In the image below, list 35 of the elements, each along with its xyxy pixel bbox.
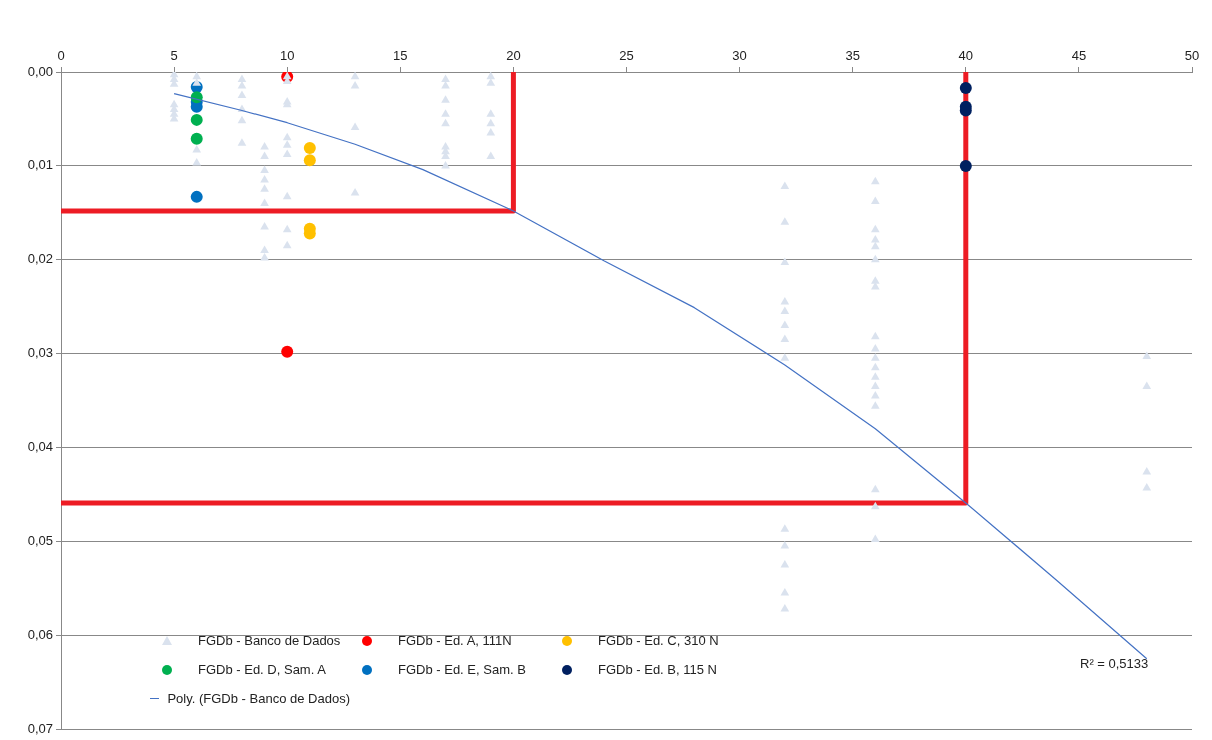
legend-label: FGDb - Ed. B, 115 N bbox=[598, 662, 717, 677]
y-tick-label: 0,05 bbox=[27, 533, 53, 549]
legend-label: FGDb - Banco de Dados bbox=[198, 633, 341, 648]
point bbox=[303, 142, 316, 155]
point bbox=[190, 190, 203, 203]
legend-label: Poly. (FGDb - Banco de Dados) bbox=[167, 691, 350, 706]
point bbox=[303, 154, 316, 167]
y-tick-label: 0,03 bbox=[27, 345, 53, 361]
y-tick-label: 0,06 bbox=[27, 626, 53, 642]
x-tick-label: 35 bbox=[845, 47, 860, 63]
x-tick-label: 45 bbox=[1071, 47, 1087, 63]
x-tick-label: 5 bbox=[170, 47, 178, 63]
y-tick-label: 0,07 bbox=[27, 720, 53, 736]
point bbox=[281, 345, 294, 358]
y-tick-label: 0,02 bbox=[27, 251, 53, 267]
annotation: R² = 0,5133 bbox=[1080, 655, 1149, 671]
point bbox=[190, 113, 203, 126]
x-tick-label: 10 bbox=[279, 47, 295, 63]
x-tick-label: 50 bbox=[1184, 47, 1200, 63]
legend-label: FGDb - Ed. D, Sam. A bbox=[198, 662, 326, 677]
x-tick-label: 25 bbox=[619, 47, 634, 63]
y-tick-label: 0,00 bbox=[27, 63, 53, 79]
x-tick-label: 0 bbox=[57, 47, 65, 63]
legend-label: FGDb - Ed. E, Sam. B bbox=[398, 662, 526, 677]
legend-label: FGDb - Ed. A, 111N bbox=[398, 633, 512, 648]
x-tick-label: 15 bbox=[393, 47, 408, 63]
point bbox=[190, 132, 203, 145]
y-tick-label: 0,01 bbox=[27, 157, 53, 173]
point bbox=[959, 159, 972, 172]
x-tick-label: 20 bbox=[506, 47, 521, 63]
x-tick-label: 30 bbox=[732, 47, 747, 63]
y-tick-label: 0,04 bbox=[27, 439, 53, 455]
x-tick-label: 40 bbox=[958, 47, 974, 63]
legend-label: FGDb - Ed. C, 310 N bbox=[598, 633, 719, 648]
point bbox=[959, 81, 972, 94]
